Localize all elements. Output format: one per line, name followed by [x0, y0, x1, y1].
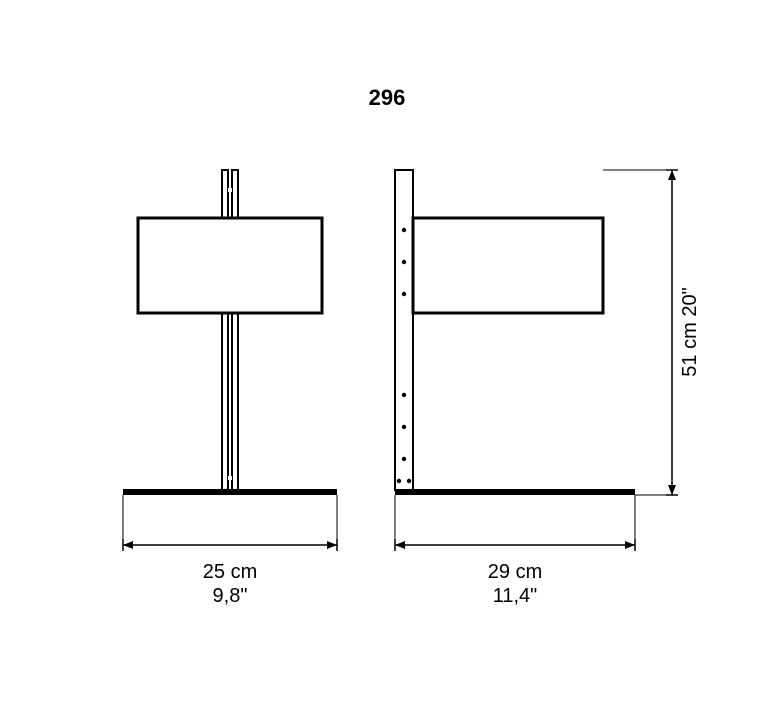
side-depth-cm: 29 cm [455, 560, 575, 584]
height-inch: 20" [679, 287, 701, 316]
side-depth-label: 29 cm 11,4" [455, 560, 575, 608]
height-label: 51 cm 20" [678, 282, 702, 382]
height-cm: 51 cm [679, 322, 701, 376]
front-width-inch: 9,8" [170, 584, 290, 608]
front-width-label: 25 cm 9,8" [170, 560, 290, 608]
technical-drawing [0, 0, 774, 705]
front-width-cm: 25 cm [170, 560, 290, 584]
side-depth-inch: 11,4" [455, 584, 575, 608]
